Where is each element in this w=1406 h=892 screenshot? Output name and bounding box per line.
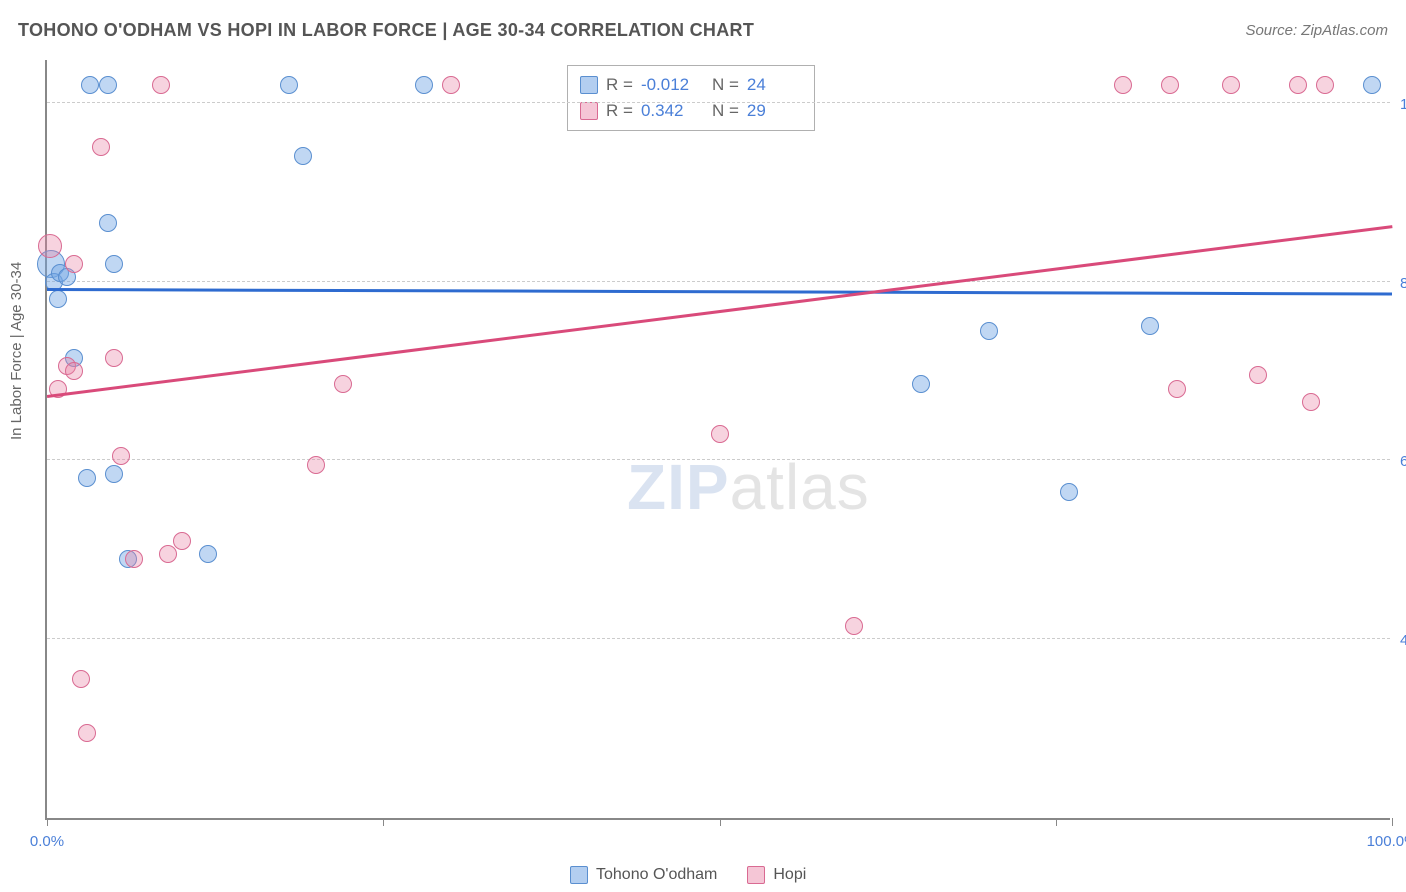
- scatter-point: [1161, 76, 1179, 94]
- stats-row-blue: R = -0.012 N = 24: [580, 72, 802, 98]
- scatter-point: [711, 425, 729, 443]
- scatter-point: [415, 76, 433, 94]
- scatter-point: [152, 76, 170, 94]
- scatter-point: [1114, 76, 1132, 94]
- scatter-point: [199, 545, 217, 563]
- y-tick-label: 40.0%: [1400, 632, 1406, 649]
- y-tick-label: 80.0%: [1400, 275, 1406, 292]
- gridline: [47, 459, 1390, 460]
- r-label: R =: [606, 101, 633, 121]
- x-tick-label: 100.0%: [1367, 833, 1406, 850]
- n-value-blue: 24: [747, 75, 802, 95]
- swatch-blue: [580, 76, 598, 94]
- scatter-point: [65, 362, 83, 380]
- scatter-point: [173, 532, 191, 550]
- x-tick-mark: [1392, 818, 1393, 826]
- scatter-point: [72, 670, 90, 688]
- scatter-point: [334, 375, 352, 393]
- scatter-point: [105, 349, 123, 367]
- legend-item-pink: Hopi: [747, 866, 806, 884]
- gridline: [47, 281, 1390, 282]
- legend-label-pink: Hopi: [773, 866, 806, 884]
- n-value-pink: 29: [747, 101, 802, 121]
- trend-line: [47, 288, 1392, 295]
- scatter-point: [280, 76, 298, 94]
- scatter-point: [78, 724, 96, 742]
- x-tick-mark: [47, 818, 48, 826]
- y-tick-label: 100.0%: [1400, 96, 1406, 113]
- source-label: Source: ZipAtlas.com: [1245, 22, 1388, 39]
- scatter-point: [49, 290, 67, 308]
- stats-box: R = -0.012 N = 24 R = 0.342 N = 29: [567, 65, 815, 131]
- x-tick-mark: [1056, 818, 1057, 826]
- scatter-point: [307, 456, 325, 474]
- x-tick-mark: [383, 818, 384, 826]
- scatter-point: [125, 550, 143, 568]
- scatter-point: [65, 255, 83, 273]
- scatter-point: [1060, 483, 1078, 501]
- n-label: N =: [712, 75, 739, 95]
- x-tick-mark: [720, 818, 721, 826]
- y-tick-label: 60.0%: [1400, 453, 1406, 470]
- swatch-blue: [570, 866, 588, 884]
- r-label: R =: [606, 75, 633, 95]
- gridline: [47, 102, 1390, 103]
- scatter-point: [1168, 380, 1186, 398]
- scatter-point: [105, 465, 123, 483]
- scatter-point: [159, 545, 177, 563]
- scatter-point: [78, 469, 96, 487]
- plot-area: ZIPatlas R = -0.012 N = 24 R = 0.342 N =…: [45, 60, 1390, 820]
- scatter-point: [112, 447, 130, 465]
- legend-label-blue: Tohono O'odham: [596, 866, 717, 884]
- scatter-point: [845, 617, 863, 635]
- swatch-pink: [747, 866, 765, 884]
- legend-item-blue: Tohono O'odham: [570, 866, 717, 884]
- swatch-pink: [580, 102, 598, 120]
- scatter-point: [99, 214, 117, 232]
- y-axis-label: In Labor Force | Age 30-34: [8, 262, 25, 440]
- scatter-point: [912, 375, 930, 393]
- scatter-point: [105, 255, 123, 273]
- scatter-point: [99, 76, 117, 94]
- scatter-point: [38, 234, 62, 258]
- scatter-point: [1316, 76, 1334, 94]
- scatter-point: [1249, 366, 1267, 384]
- scatter-point: [81, 76, 99, 94]
- r-value-pink: 0.342: [641, 101, 696, 121]
- scatter-point: [294, 147, 312, 165]
- x-tick-label: 0.0%: [30, 833, 64, 850]
- scatter-point: [980, 322, 998, 340]
- scatter-point: [1363, 76, 1381, 94]
- scatter-point: [1222, 76, 1240, 94]
- scatter-point: [1302, 393, 1320, 411]
- scatter-point: [1289, 76, 1307, 94]
- n-label: N =: [712, 101, 739, 121]
- scatter-point: [442, 76, 460, 94]
- trend-line: [47, 225, 1392, 397]
- gridline: [47, 638, 1390, 639]
- watermark: ZIPatlas: [627, 450, 870, 524]
- chart-title: TOHONO O'ODHAM VS HOPI IN LABOR FORCE | …: [18, 20, 754, 41]
- legend: Tohono O'odham Hopi: [570, 866, 806, 884]
- scatter-point: [1141, 317, 1159, 335]
- scatter-point: [92, 138, 110, 156]
- r-value-blue: -0.012: [641, 75, 696, 95]
